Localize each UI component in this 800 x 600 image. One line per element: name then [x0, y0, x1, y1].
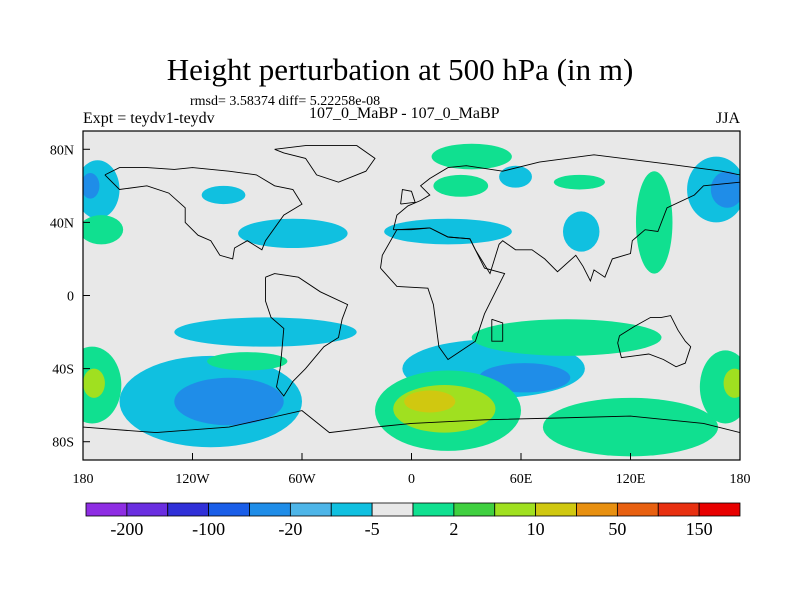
colorbar-box: [371, 502, 414, 517]
contour-region-green: [433, 174, 489, 197]
contour-region-light-blue: [238, 218, 348, 248]
contour-region-light-blue: [384, 218, 512, 245]
y-tick-label: 80N: [50, 143, 74, 158]
y-tick-label: 40S: [52, 363, 74, 378]
colorbar-box: [167, 502, 210, 517]
x-tick-label: 60E: [510, 472, 533, 487]
colorbar-box: [85, 502, 128, 517]
contour-region-green: [431, 143, 512, 170]
contour-region-green: [471, 319, 662, 356]
contour-region-yellow: [404, 390, 456, 413]
coastline-2: [265, 273, 349, 397]
colorbar-label: 10: [527, 519, 545, 539]
axis-ticks: 180 120W 60W 0 60E 120E 180 80N 40N 0 40S 80S: [50, 143, 751, 487]
experiment-label: Expt = teydv1-teydv: [83, 110, 215, 127]
contour-region-green: [699, 350, 740, 424]
x-tick-label: 120W: [175, 472, 210, 487]
coastline-7: [491, 318, 504, 342]
coastline-0: [104, 167, 303, 260]
colorbar-box: [412, 502, 455, 517]
coastline-4: [380, 227, 506, 361]
chart-title: Height perturbation at 500 hPa (in m): [166, 52, 634, 87]
contour-region-green: [553, 174, 605, 190]
colorbar-box: [616, 502, 659, 517]
contour-region-light-blue: [499, 165, 532, 188]
coastline-8: [400, 188, 416, 205]
colorbar-box: [657, 502, 700, 517]
contour-region-light-blue: [174, 317, 357, 347]
x-tick-label: 180: [730, 472, 751, 487]
y-tick-label: 0: [67, 290, 74, 305]
y-tick-label: 40N: [50, 216, 74, 231]
colorbar-label: 50: [608, 519, 626, 539]
contour-region-green: [83, 215, 124, 245]
colorbar-label: -20: [278, 519, 302, 539]
colorbar-box: [289, 502, 332, 517]
case-label: 107_0_MaBP - 107_0_MaBP: [309, 105, 500, 122]
colorbar-box: [494, 502, 537, 517]
stats-line: rmsd= 3.58374 diff= 5.22258e-08: [190, 94, 381, 109]
colorbar-label: -200: [110, 519, 143, 539]
contour-region-mid-blue: [174, 377, 284, 426]
colorbar-box: [249, 502, 291, 517]
colorbar-box: [330, 502, 373, 517]
coastline-6: [83, 410, 740, 434]
contour-region-green: [542, 397, 719, 457]
coastline-5: [617, 315, 692, 368]
x-tick-label: 180: [73, 472, 94, 487]
x-tick-label: 120E: [616, 472, 646, 487]
contour-region-lime: [83, 368, 105, 398]
colorbar-label: -100: [192, 519, 225, 539]
colorbar: -200 -100 -20 -5 2 10 50 150: [85, 502, 741, 539]
colorbar-label: 150: [686, 519, 713, 539]
colorbar-box: [126, 502, 169, 517]
colorbar-label: -5: [365, 519, 380, 539]
contour-region-green: [207, 352, 288, 371]
coastline-3: [392, 154, 740, 283]
colorbar-label: 2: [449, 519, 458, 539]
contour-region-mid-blue: [710, 171, 740, 208]
contour-region-green: [635, 171, 673, 274]
contour-region-mid-blue: [83, 173, 100, 199]
colorbar-box: [208, 502, 250, 517]
contour-region-lime: [723, 368, 740, 398]
x-tick-label: 0: [408, 472, 415, 487]
contour-region-light-blue: [562, 211, 600, 252]
colorbar-box: [576, 502, 618, 517]
x-tick-label: 60W: [288, 472, 316, 487]
colorbar-box: [698, 502, 741, 517]
coastline-1: [274, 145, 376, 183]
contour-fills: [83, 143, 740, 457]
colorbar-box: [453, 502, 496, 517]
season-label: JJA: [716, 110, 741, 127]
colorbar-box: [535, 502, 577, 517]
y-tick-label: 80S: [52, 436, 74, 451]
contour-region-light-blue: [201, 185, 246, 205]
coastlines: [83, 145, 740, 434]
